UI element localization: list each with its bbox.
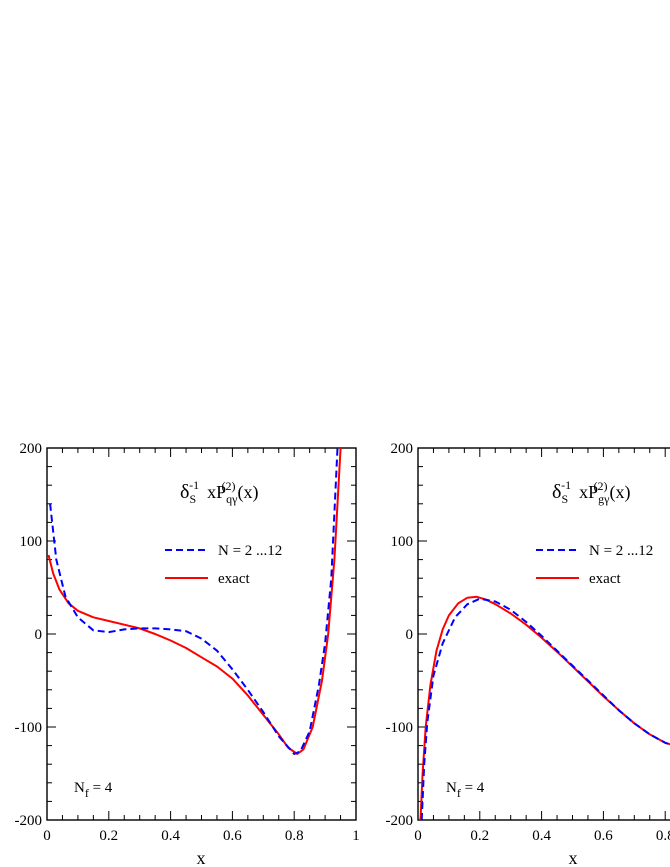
left-y-tick-label: -100 — [15, 720, 43, 736]
right-title-sup: -1 — [561, 478, 571, 492]
left-series-dashed-line — [49, 448, 339, 755]
right-x-tick-label: 0 — [414, 828, 422, 844]
right-title-sub-s: S — [561, 492, 568, 506]
right-x-tick-label: 0.8 — [656, 828, 670, 844]
left-x-tick-label: 0.2 — [99, 828, 118, 844]
right-title-arg: (x) — [609, 482, 630, 503]
left-title-arg: (x) — [237, 482, 258, 503]
right-title-fn-sub: gγ — [598, 492, 610, 506]
right-x-axis-label: x — [569, 848, 578, 867]
right-series-lines — [419, 595, 670, 820]
right-axis-ticks — [417, 447, 666, 821]
left-title-fn-sub: qγ — [226, 492, 238, 506]
right-chart-title: δS-1 xPgγ(2) (x) — [552, 478, 630, 506]
left-x-tick-labels: 0 0.2 0.4 0.6 0.8 1 — [43, 828, 360, 844]
right-y-tick-label: -100 — [386, 720, 414, 736]
right-legend-dashed-label: N = 2 ...12 — [589, 543, 653, 559]
left-x-tick-label: 0.4 — [161, 828, 180, 844]
left-title-sup: -1 — [189, 478, 199, 492]
left-nf-annotation: Nf = 4 — [74, 780, 113, 800]
left-x-tick-label: 0.8 — [285, 828, 304, 844]
right-y-tick-label: 200 — [391, 441, 414, 457]
left-series-lines — [47, 448, 342, 755]
right-y-tick-label: -200 — [386, 813, 414, 829]
left-panel: -200 -100 0 100 200 0 0.2 0.4 0.6 0.8 1 x δS-1 xPq… — [15, 441, 360, 867]
left-legend-dashed-label: N = 2 ...12 — [218, 543, 282, 559]
right-panel: -200 -100 0 100 200 0 0.2 0.4 0.6 0.8 x δS-1 xPgγ… — [386, 441, 670, 867]
right-x-tick-label: 0.6 — [594, 828, 613, 844]
left-title-sub-s: S — [189, 492, 196, 506]
left-axis-ticks — [46, 447, 357, 821]
left-title-delta: δ — [180, 481, 189, 503]
right-title-fn-sup: (2) — [593, 479, 607, 493]
left-chart-title: δS-1 xPqγ(2) (x) — [180, 478, 258, 506]
left-plot-frame — [46, 447, 357, 821]
right-legend-solid-label: exact — [589, 571, 621, 587]
left-x-tick-label: 0.6 — [223, 828, 242, 844]
right-nf-annotation: Nf = 4 — [446, 780, 485, 800]
left-legend-solid-label: exact — [218, 571, 250, 587]
right-x-tick-label: 0.2 — [470, 828, 489, 844]
left-x-tick-label: 1 — [352, 828, 360, 844]
right-y-tick-label: 0 — [406, 627, 414, 643]
left-series-exact-line — [47, 448, 342, 755]
left-x-tick-label: 0 — [43, 828, 51, 844]
left-y-tick-label: 0 — [35, 627, 43, 643]
left-y-tick-labels: -200 -100 0 100 200 — [15, 441, 43, 829]
left-title-fn-sup: (2) — [221, 479, 235, 493]
right-title-fn: xP — [579, 482, 598, 502]
left-y-tick-label: -200 — [15, 813, 43, 829]
right-y-tick-labels: -200 -100 0 100 200 — [386, 441, 414, 829]
right-x-tick-labels: 0 0.2 0.4 0.6 0.8 — [414, 828, 670, 844]
left-y-tick-label: 200 — [20, 441, 43, 457]
right-plot-frame — [417, 447, 670, 821]
right-title-delta: δ — [552, 481, 561, 503]
right-y-tick-label: 100 — [391, 534, 414, 550]
right-x-tick-label: 0.4 — [532, 828, 551, 844]
right-series-dashed-line — [420, 597, 670, 820]
left-x-axis-label: x — [197, 848, 206, 867]
left-y-tick-label: 100 — [20, 534, 43, 550]
left-title-fn: xP — [207, 482, 226, 502]
